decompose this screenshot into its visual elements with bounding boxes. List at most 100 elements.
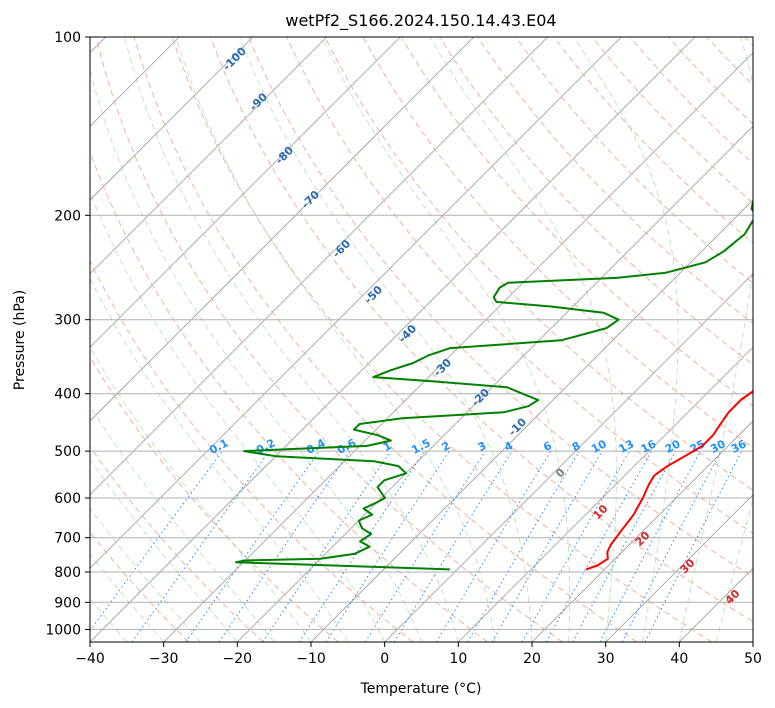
mixing-ratio-line <box>435 450 552 642</box>
mixing-ratio-label: 4 <box>502 439 515 454</box>
dry-adiabat-line <box>90 356 339 642</box>
mixing-ratio-label: 36 <box>729 437 749 456</box>
isotherm-line <box>310 199 753 642</box>
isotherm-line <box>605 494 753 642</box>
chart-title: wetPf2_S166.2024.150.14.43.E04 <box>285 11 556 31</box>
y-tick-label: 1000 <box>45 622 81 638</box>
dry-adiabat-line <box>133 37 638 642</box>
dry-adiabat-label: -60 <box>330 237 353 260</box>
dry-adiabat-line <box>324 37 753 491</box>
isotherm-line <box>237 125 753 642</box>
dry-adiabat-line <box>90 445 264 642</box>
dry-adiabat-line <box>744 37 753 47</box>
dry-adiabat-label: -50 <box>362 283 385 306</box>
mixing-ratio-label: 1.5 <box>409 436 432 457</box>
mixing-ratio-line <box>325 450 450 642</box>
moist-adiabat-line <box>124 37 459 642</box>
x-tick-label: 0 <box>380 651 389 667</box>
isopleth-labels: 0.1 0.2 0.4 0.6 1 1.5 2 3 4 6 8 10 13 16 20 25 30 36-100-… <box>207 44 749 607</box>
isotherm-line <box>163 52 753 642</box>
y-tick-label: 200 <box>54 208 81 224</box>
dry-adiabat-label: -90 <box>247 90 270 113</box>
x-tick-label: −20 <box>223 651 253 667</box>
mixing-ratio-label: 6 <box>541 439 554 454</box>
moist-adiabat-line <box>90 507 201 642</box>
isotherm-line <box>90 37 254 201</box>
mixing-ratio-label: 13 <box>617 437 637 456</box>
isotherm-line <box>90 37 622 569</box>
mixing-ratio-label: 16 <box>639 437 659 456</box>
x-tick-label: 10 <box>449 651 467 667</box>
y-tick-label: 500 <box>54 444 81 460</box>
mixing-ratio-line <box>467 450 580 642</box>
moist-adiabat-line <box>90 405 275 642</box>
plot-frame <box>89 36 754 643</box>
dry-adiabat-line <box>515 37 753 284</box>
dry-adiabat-label: -70 <box>299 188 322 211</box>
mixing-ratio-label: 8 <box>570 439 583 454</box>
temperature-profile-line <box>585 390 753 571</box>
pressure-grid <box>90 37 753 630</box>
mixing-ratio-label: 3 <box>476 439 489 454</box>
moist-adiabat-line <box>321 37 571 642</box>
dry-adiabat-line <box>171 37 712 642</box>
moist-adiabat-line <box>90 67 422 642</box>
mixing-ratio-label: 2 <box>440 439 453 454</box>
mixing-ratio-line <box>364 450 486 642</box>
dry-adiabat-label: -20 <box>469 386 492 409</box>
mixing-ratio-line <box>521 450 630 642</box>
isotherm-line <box>531 420 753 642</box>
dry-adiabat-line <box>210 37 753 623</box>
dry-adiabat-line <box>90 259 414 642</box>
temperature-label: 0 <box>553 466 568 481</box>
dewpoint-profile-line <box>235 198 753 571</box>
moist-adiabat-line <box>90 598 128 642</box>
moist-adiabat-line <box>90 553 165 642</box>
x-tick-label: −10 <box>296 651 326 667</box>
mixing-ratio-line <box>599 450 701 642</box>
isotherm-line <box>90 37 696 642</box>
y-tick-label: 300 <box>54 313 81 329</box>
x-axis-title: Temperature (°C) <box>360 681 482 697</box>
moist-adiabat-line <box>90 346 312 642</box>
moist-adiabat-line <box>90 190 386 642</box>
dry-adiabat-line <box>553 37 753 244</box>
dry-adiabat-line <box>668 37 753 125</box>
moist-adiabat-line <box>678 37 753 642</box>
isotherm-line <box>384 273 753 642</box>
mixing-ratio-label: 30 <box>708 437 728 456</box>
dry-adiabat-label: -80 <box>273 144 296 167</box>
dry-adiabat-line <box>95 37 563 642</box>
y-tick-label: 700 <box>54 531 81 547</box>
mixing-ratio-line <box>262 450 392 642</box>
y-tick-label: 400 <box>54 387 81 403</box>
mixing-ratio-label: 10 <box>589 437 609 456</box>
y-tick-label: 600 <box>54 491 81 507</box>
mixing-ratio-line <box>572 450 677 642</box>
mixing-ratio-label: 20 <box>663 437 683 456</box>
moist-adiabat-line <box>175 37 496 642</box>
moist-adiabat-line <box>239 37 533 642</box>
mixing-ratio-line <box>644 450 743 642</box>
isotherm-line <box>90 37 327 275</box>
isotherm-line <box>90 37 401 348</box>
isotherm-line <box>679 567 753 642</box>
dry-adiabat-line <box>591 37 753 204</box>
mixing-ratio-label: 0.4 <box>304 436 328 457</box>
x-axis-ticks: −40 −30 −20 −10 0 10 20 30 40 50 <box>75 642 762 667</box>
dry-adiabat-line <box>286 37 753 534</box>
mixing-ratio-line <box>218 450 351 642</box>
dry-adiabat-line <box>90 531 190 642</box>
mixing-ratio-line <box>298 450 425 642</box>
moist-adiabat-line <box>573 37 679 642</box>
x-tick-label: 20 <box>523 651 541 667</box>
mixing-ratio-line <box>185 450 320 642</box>
y-tick-label: 100 <box>54 30 81 46</box>
isotherm-line <box>752 641 753 642</box>
x-tick-label: 40 <box>670 651 688 667</box>
mixing-ratio-label: 0.1 <box>207 436 230 457</box>
dry-adiabat-label: -100 <box>220 44 249 73</box>
moist-adiabat-line <box>715 498 753 642</box>
